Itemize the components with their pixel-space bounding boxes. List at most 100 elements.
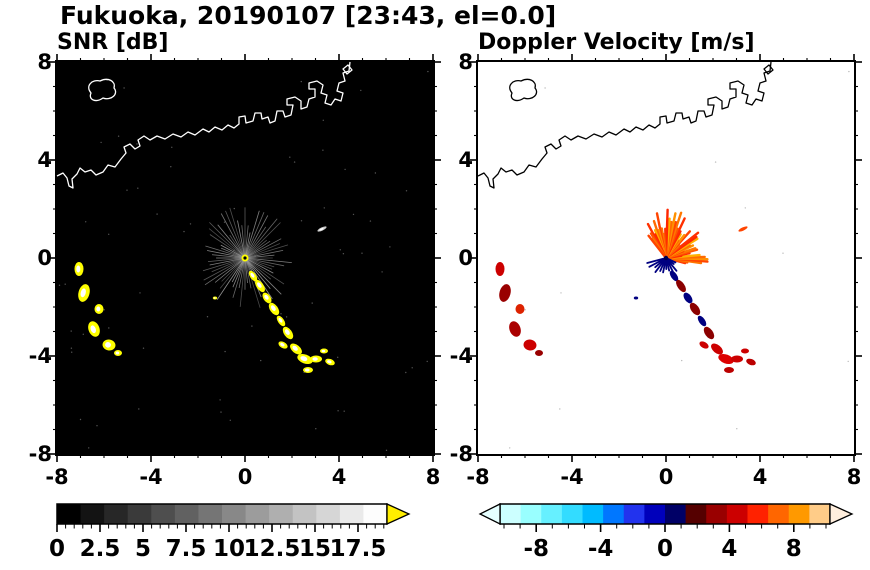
x-tick-label: -4 xyxy=(560,465,584,489)
clutter-spoke xyxy=(245,260,261,308)
echo-blob xyxy=(297,353,313,365)
colorbar-band xyxy=(198,504,223,524)
clutter-spoke xyxy=(245,210,260,256)
noise-speckle xyxy=(251,325,253,327)
clutter-spoke xyxy=(219,260,244,289)
echo-blob xyxy=(676,279,686,293)
noise-speckle xyxy=(360,89,362,92)
noise-speckle xyxy=(848,70,850,73)
colorbar-band xyxy=(644,504,666,524)
echo-blob xyxy=(278,341,288,349)
vel-plot-frame xyxy=(470,54,862,462)
noise-speckle xyxy=(108,327,110,329)
clutter-spoke xyxy=(207,250,243,258)
noise-speckle xyxy=(369,220,372,222)
vel-panel-title: Doppler Velocity [m/s] xyxy=(478,30,755,55)
echo-blob xyxy=(310,355,322,363)
echo-blob xyxy=(74,262,84,276)
noise-speckle xyxy=(300,80,302,83)
noise-speckle xyxy=(385,449,388,451)
clutter-spoke xyxy=(247,259,274,274)
echo-blob xyxy=(509,321,521,337)
colorbar-tick-label: 17.5 xyxy=(329,536,387,562)
echo-blob xyxy=(669,270,679,282)
clutter-spoke xyxy=(247,259,285,285)
noise-speckle xyxy=(220,411,222,413)
clutter-spoke xyxy=(247,240,271,257)
noise-speckle xyxy=(337,410,339,412)
echo-blob xyxy=(255,279,265,293)
noise-speckle xyxy=(352,213,355,216)
clutter-spoke xyxy=(214,259,243,283)
clutter-spoke xyxy=(220,247,243,258)
clutter-spoke xyxy=(239,260,246,307)
noise-speckle xyxy=(285,316,288,318)
islet-path xyxy=(763,64,774,75)
snr-plot-frame xyxy=(49,54,441,462)
noise-speckle xyxy=(58,284,61,286)
noise-speckle xyxy=(381,271,383,273)
noise-speckle xyxy=(736,428,738,430)
noise-speckle xyxy=(289,156,291,158)
colorbar-tick-label: 5 xyxy=(134,536,152,562)
colorbar-right-arrow-icon xyxy=(829,502,854,526)
clutter-spoke xyxy=(246,215,269,256)
colorbar-band xyxy=(57,504,82,524)
vel-colorbar xyxy=(478,502,854,532)
colorbar-tick-label: -8 xyxy=(523,536,549,562)
clutter-spoke xyxy=(225,210,245,256)
noise-speckle xyxy=(323,207,325,209)
snr-plot-canvas xyxy=(49,54,441,462)
clutter-spoke xyxy=(247,259,272,280)
echo-blob xyxy=(711,343,723,355)
echo-blob xyxy=(731,355,743,363)
noise-speckle xyxy=(300,220,303,222)
colorbar-band xyxy=(339,504,364,524)
clutter-spoke xyxy=(202,258,243,272)
colorbar-band xyxy=(768,504,790,524)
noise-speckle xyxy=(560,292,562,294)
colorbar-tick-label: 8 xyxy=(785,536,802,562)
colorbar-band xyxy=(788,504,810,524)
y-tick-label: -8 xyxy=(28,442,52,466)
snr-panel-title: SNR [dB] xyxy=(57,30,169,55)
echo-blob xyxy=(114,350,122,356)
clutter-spoke xyxy=(245,232,251,256)
x-tick-label: 0 xyxy=(658,465,674,489)
clutter-spoke xyxy=(247,258,273,270)
noise-speckle xyxy=(343,410,345,412)
clutter-spoke xyxy=(247,254,275,259)
y-tick-label: 4 xyxy=(458,148,473,172)
clutter-spoke xyxy=(216,260,244,300)
y-tick-label: 0 xyxy=(37,246,52,270)
vel-plot-canvas xyxy=(470,54,862,462)
colorbar-band xyxy=(685,504,707,524)
clutter-spoke xyxy=(246,260,271,290)
noise-speckle xyxy=(315,428,317,430)
noise-speckle xyxy=(126,189,128,191)
noise-speckle xyxy=(88,447,90,449)
echo-blob xyxy=(738,226,748,232)
clutter-spoke xyxy=(232,260,245,288)
clutter-spoke xyxy=(207,257,243,262)
colorbar-left-arrow-icon xyxy=(478,502,501,526)
colorbar-band xyxy=(665,504,687,524)
colorbar-tick-label: 15 xyxy=(298,536,332,562)
echo-blob xyxy=(724,367,734,373)
noise-speckle xyxy=(108,233,110,235)
colorbar-tick-label: 7.5 xyxy=(165,536,207,562)
echo-blob xyxy=(495,262,505,276)
colorbar-band xyxy=(561,504,584,524)
x-tick-label: 0 xyxy=(237,465,253,489)
echo-blob xyxy=(325,358,335,366)
noise-speckle xyxy=(103,309,105,311)
noise-speckle xyxy=(139,292,141,294)
noise-speckle xyxy=(260,359,262,362)
noise-speckle xyxy=(137,187,139,189)
clutter-spoke xyxy=(209,258,243,266)
echo-blob xyxy=(303,367,313,373)
clutter-spoke xyxy=(211,258,243,273)
colorbar-band xyxy=(316,504,341,524)
island-path xyxy=(88,78,117,102)
noise-speckle xyxy=(524,309,526,311)
